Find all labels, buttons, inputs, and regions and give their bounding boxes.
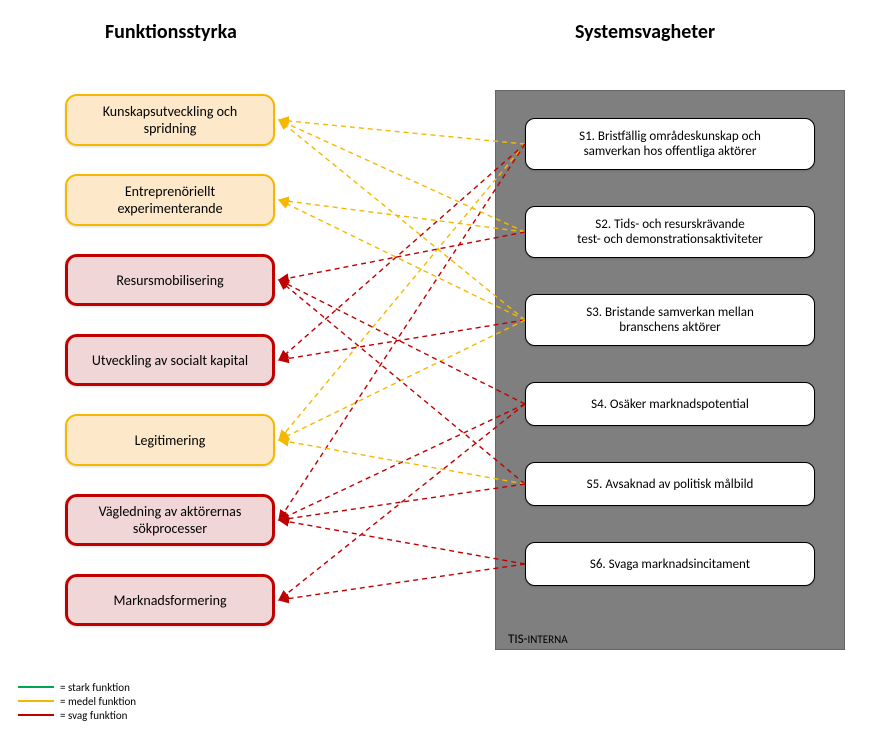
- edge-S6-F7: [279, 564, 525, 600]
- weakness-box-S4: S4. Osäker marknadspotential: [525, 382, 815, 426]
- legend-swatch: [18, 714, 54, 716]
- edge-S3-F5: [279, 320, 525, 440]
- edge-S3-F1: [279, 120, 525, 320]
- legend-label: = svag funktion: [60, 709, 127, 722]
- edge-S2-F2: [279, 200, 525, 232]
- edge-S4-F3: [279, 280, 525, 404]
- weakness-box-S6: S6. Svaga marknadsincitament: [525, 542, 815, 586]
- edge-S6-F6: [279, 520, 525, 564]
- legend-label: = stark funktion: [60, 681, 130, 694]
- function-box-F1: Kunskapsutveckling ochspridning: [65, 94, 275, 146]
- edge-S5-F3: [279, 280, 525, 484]
- legend-row: = stark funktion: [18, 680, 136, 694]
- diagram-root: Funktionsstyrka Systemsvagheter TIS-INTE…: [0, 0, 881, 736]
- edge-S5-F5: [279, 440, 525, 484]
- weakness-box-S5: S5. Avsaknad av politisk målbild: [525, 462, 815, 506]
- weakness-box-S1: S1. Bristfällig områdeskunskap ochsamver…: [525, 118, 815, 170]
- legend-label: = medel funktion: [60, 695, 136, 708]
- edge-S1-F5: [279, 144, 525, 440]
- panel-label-main: TIS-: [508, 632, 528, 647]
- legend-row: = medel funktion: [18, 694, 136, 708]
- legend-row: = svag funktion: [18, 708, 136, 722]
- edge-S2-F1: [279, 120, 525, 232]
- heading-right: Systemsvagheter: [575, 20, 715, 44]
- weakness-box-S2: S2. Tids- och resurskrävandetest- och de…: [525, 206, 815, 258]
- panel-label: TIS-INTERNA: [508, 632, 568, 647]
- legend-swatch: [18, 700, 54, 702]
- edge-S1-F4: [279, 144, 525, 360]
- heading-left: Funktionsstyrka: [105, 20, 237, 44]
- legend: = stark funktion= medel funktion= svag f…: [18, 680, 136, 722]
- edge-S4-F7: [279, 404, 525, 600]
- edge-S3-F2: [279, 200, 525, 320]
- edge-S5-F6: [279, 484, 525, 520]
- function-box-F3: Resursmobilisering: [65, 254, 275, 306]
- edge-S4-F6: [279, 404, 525, 520]
- edge-S1-F6: [279, 144, 525, 520]
- panel-label-small: INTERNA: [528, 633, 568, 646]
- legend-swatch: [18, 686, 54, 688]
- edge-S1-F1: [279, 120, 525, 144]
- edge-S3-F4: [279, 320, 525, 360]
- weakness-box-S3: S3. Bristande samverkan mellanbranschens…: [525, 294, 815, 346]
- function-box-F2: Entreprenörielltexperimenterande: [65, 174, 275, 226]
- edge-S2-F3: [279, 232, 525, 280]
- function-box-F7: Marknadsformering: [65, 574, 275, 626]
- function-box-F6: Vägledning av aktörernassökprocesser: [65, 494, 275, 546]
- function-box-F4: Utveckling av socialt kapital: [65, 334, 275, 386]
- function-box-F5: Legitimering: [65, 414, 275, 466]
